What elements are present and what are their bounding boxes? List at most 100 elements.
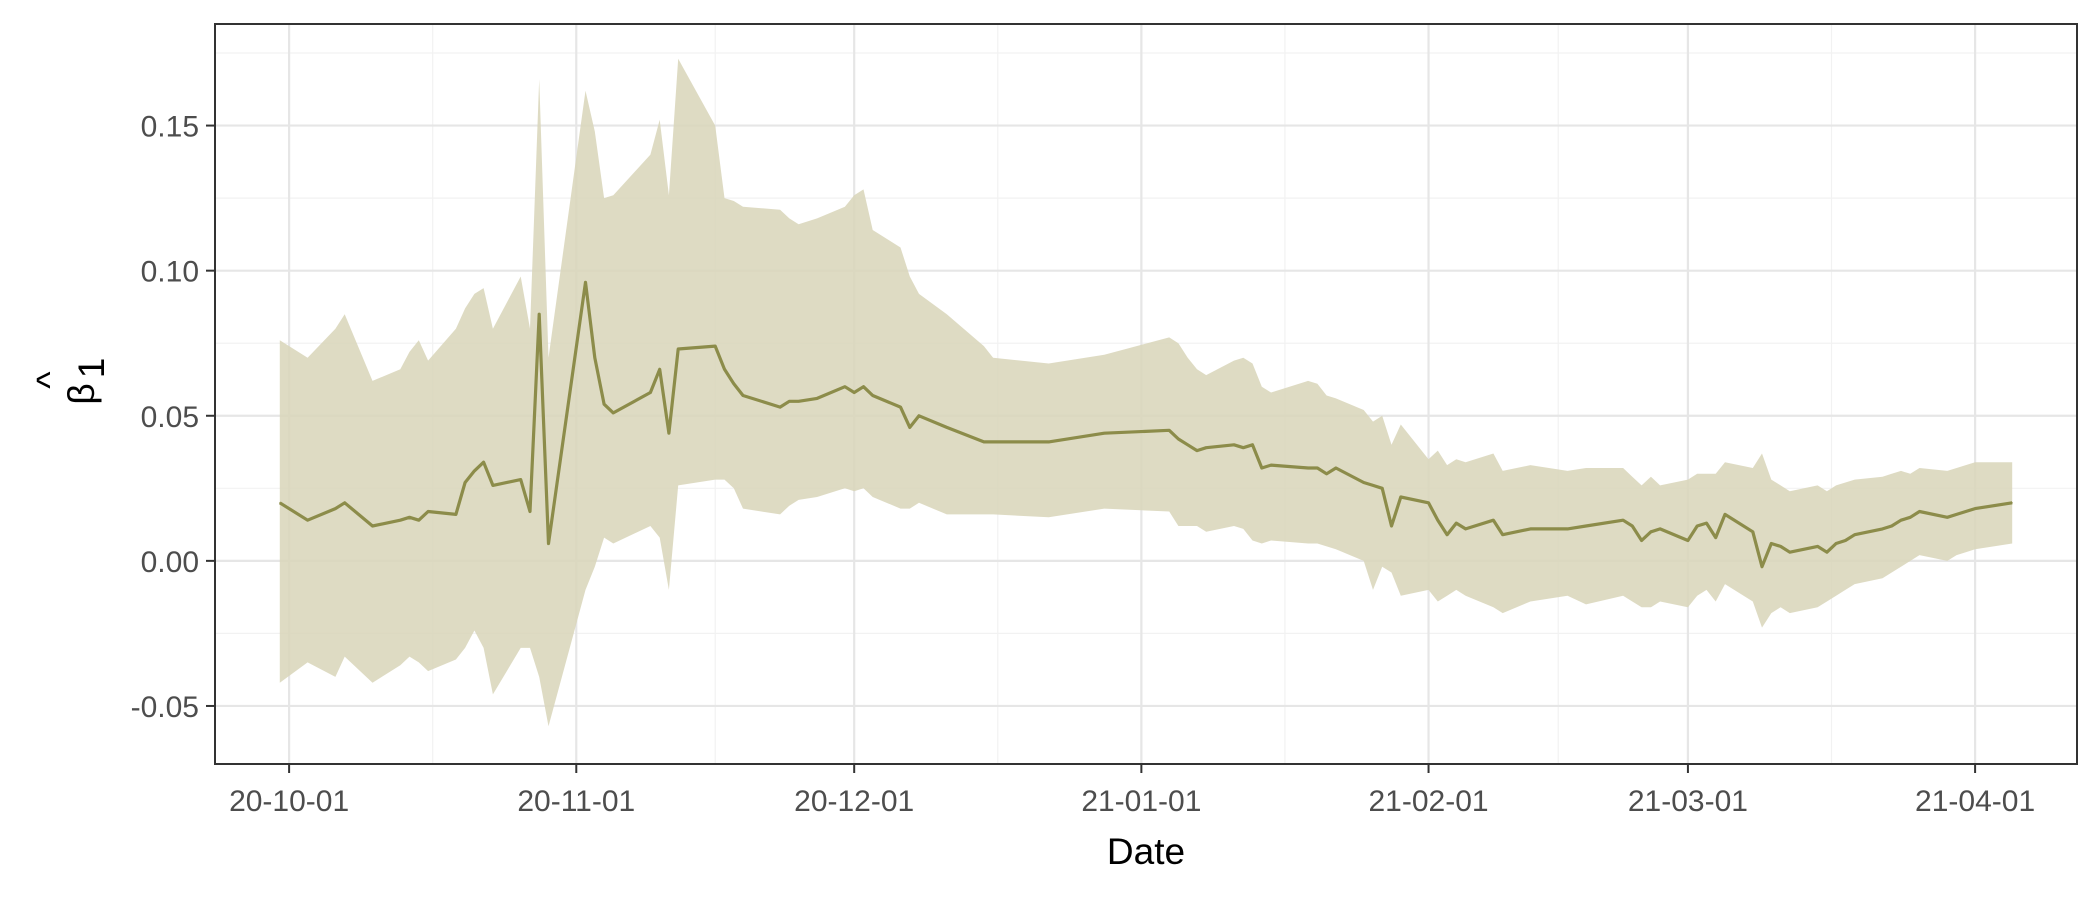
data-point — [714, 345, 716, 347]
y-tick-label: 0.05 — [141, 401, 199, 434]
data-point — [1770, 542, 1772, 545]
data-point — [1326, 473, 1328, 475]
data-point — [1622, 519, 1624, 521]
data-point — [529, 510, 531, 513]
data-point — [1381, 487, 1383, 489]
data-point — [1715, 537, 1717, 539]
y-axis-title-hat: ^ — [29, 371, 70, 389]
data-point — [492, 484, 494, 486]
data-point — [344, 502, 346, 504]
data-point — [1177, 438, 1179, 440]
data-point — [1956, 513, 1958, 516]
axis-ticks: 20-10-01 20-11-01 20-12-01 21-01-01 21-02-01… — [131, 111, 2036, 818]
data-point — [1761, 566, 1763, 568]
data-point — [733, 383, 735, 385]
data-point — [946, 426, 948, 428]
data-point — [798, 400, 800, 402]
data-point — [909, 426, 911, 428]
data-point — [1696, 525, 1698, 527]
data-point — [1307, 467, 1309, 469]
data-point — [649, 391, 652, 394]
data-point — [1492, 519, 1494, 521]
data-point — [1705, 522, 1708, 524]
data-point — [668, 432, 670, 434]
data-point — [418, 519, 420, 521]
x-tick-label: 21-02-01 — [1368, 785, 1488, 818]
plot-panel-border — [214, 23, 2078, 765]
data-point — [983, 441, 985, 443]
data-point — [612, 412, 614, 414]
data-point — [1363, 481, 1365, 484]
data-point — [1844, 539, 1846, 542]
data-point — [1270, 464, 1272, 466]
x-tick-label: 21-01-01 — [1081, 785, 1201, 818]
data-point — [1465, 528, 1467, 530]
data-point — [1752, 531, 1754, 533]
y-tick-label: 0.15 — [141, 111, 199, 144]
data-point — [408, 516, 411, 518]
data-point — [584, 281, 587, 283]
x-tick-label: 21-03-01 — [1628, 785, 1748, 818]
data-point — [1437, 519, 1439, 521]
y-tick-label: -0.05 — [131, 691, 199, 724]
data-point — [1891, 525, 1893, 527]
data-point — [1900, 519, 1902, 521]
data-point — [677, 348, 679, 350]
y-axis-title-subscript: 1 — [71, 358, 112, 379]
data-point — [1659, 528, 1661, 530]
data-point — [1233, 444, 1235, 446]
y-tick-label: 0.10 — [141, 256, 199, 289]
data-point — [1390, 525, 1393, 527]
data-point — [1835, 542, 1837, 545]
data-point — [1650, 531, 1652, 533]
data-point — [1400, 496, 1402, 498]
data-point — [1048, 441, 1050, 443]
data-point — [1854, 534, 1856, 536]
data-point — [1780, 545, 1782, 548]
data-point — [1641, 539, 1643, 542]
data-point — [1585, 525, 1587, 527]
data-point — [788, 400, 790, 402]
data-point — [1335, 467, 1337, 469]
data-point — [1242, 447, 1244, 449]
data-point — [603, 403, 605, 405]
data-point — [816, 397, 818, 399]
data-point — [1251, 444, 1254, 446]
data-point — [899, 406, 902, 408]
data-point — [427, 510, 429, 513]
x-tick-label: 20-11-01 — [517, 785, 635, 818]
chart-marks — [278, 58, 2013, 727]
data-point — [853, 391, 855, 394]
data-point — [723, 368, 726, 370]
data-point — [1187, 444, 1189, 446]
data-point — [1687, 539, 1689, 542]
data-point — [307, 519, 309, 521]
data-point — [547, 542, 550, 545]
data-point — [279, 502, 281, 504]
data-point — [1455, 522, 1457, 524]
data-point — [1826, 551, 1828, 553]
x-tick-label: 21-04-01 — [1915, 785, 2035, 818]
data-point — [1168, 429, 1170, 431]
data-point — [1103, 432, 1105, 434]
data-point — [2011, 502, 2013, 504]
data-point — [473, 470, 475, 472]
data-point — [1817, 545, 1819, 548]
data-point — [1372, 484, 1374, 486]
data-point — [1261, 467, 1263, 469]
data-point — [1724, 513, 1726, 516]
data-point — [1446, 534, 1448, 536]
data-point — [483, 461, 485, 463]
data-point — [1502, 534, 1504, 536]
data-point — [371, 525, 374, 527]
data-point — [1196, 450, 1198, 452]
data-point — [594, 357, 596, 359]
data-point — [1566, 528, 1569, 530]
data-point — [520, 479, 522, 481]
data-point — [1918, 510, 1921, 513]
data-point — [1529, 528, 1531, 530]
data-point — [1909, 516, 1911, 518]
data-point — [659, 368, 661, 370]
data-point — [455, 513, 457, 516]
